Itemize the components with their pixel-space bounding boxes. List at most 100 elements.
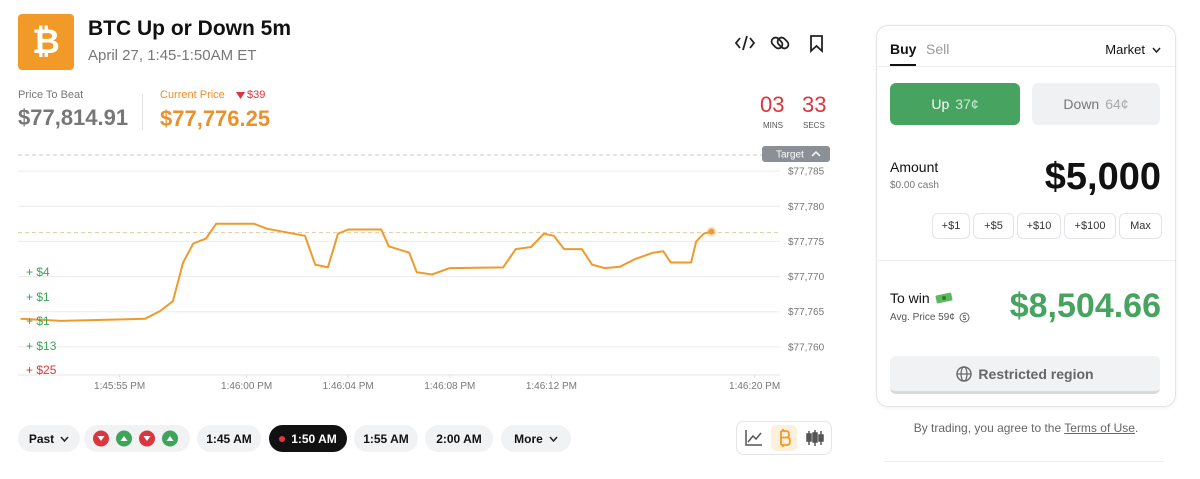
up-label: Up [931, 96, 950, 112]
y-tick-label: $77,785 [788, 167, 825, 178]
amount-value: $5,000 [1044, 156, 1161, 198]
increment-button[interactable]: +$10 [1017, 213, 1061, 239]
order-card: Buy Sell Market Up 37¢ Down 64¢ Amount $0.… [876, 25, 1176, 407]
trade-feed: + $4 + $1 + $1 + $13 + $25 [26, 260, 56, 383]
time-label: 1:45 AM [206, 431, 252, 446]
past-results [84, 425, 190, 452]
chevron [60, 436, 69, 442]
more-label: More [514, 431, 543, 446]
order-type[interactable]: Market [1105, 42, 1161, 57]
y-tick-label: $77,780 [788, 202, 825, 213]
avg-price-text: Avg. Price 59¢ [890, 312, 955, 323]
terms-link[interactable]: Terms of Use [1064, 421, 1135, 435]
live-point [708, 228, 715, 235]
more-dropdown[interactable]: More [501, 425, 571, 452]
market-subtitle: April 27, 1:45-1:50AM ET [88, 47, 257, 64]
increment-button[interactable]: Max [1119, 213, 1162, 239]
down-label: Down [1063, 96, 1100, 112]
past-dropdown[interactable]: Past [18, 425, 80, 452]
x-tick-label: 1:45:55 PM [94, 381, 145, 392]
x-tick-label: 1:46:04 PM [323, 381, 374, 392]
increment-button[interactable]: +$5 [973, 213, 1014, 239]
down-price: 64¢ [1105, 96, 1129, 112]
line-mode[interactable] [745, 430, 762, 446]
current-label: Current Price [160, 89, 225, 101]
trade-label: + $1 [26, 289, 50, 304]
chevron [1152, 47, 1161, 53]
beat-label: Price To Beat [18, 89, 84, 101]
avg-price: Avg. Price 59¢ [890, 312, 970, 323]
timer-seconds: 33 [802, 92, 827, 117]
x-tick-label: 1:46:00 PM [221, 381, 272, 392]
market-icon: ₿ [18, 14, 74, 70]
target-label: Target [776, 150, 804, 161]
target-pill [762, 146, 830, 162]
x-tick-label: 1:46:12 PM [526, 381, 577, 392]
divider [877, 66, 1175, 67]
to-win-label: To win [890, 290, 953, 306]
buy-underline [890, 64, 916, 66]
money-icon [935, 292, 953, 304]
timer-minutes: 03 [760, 92, 785, 117]
trade-label: + $4 [26, 265, 50, 279]
past-label: Past [28, 431, 55, 446]
terms-text: By trading, you agree to the [913, 421, 1062, 435]
chart-mode [736, 421, 832, 455]
current-value: $77,776.25 [160, 106, 271, 131]
order-type-label: Market [1105, 42, 1145, 57]
header-actions [735, 35, 823, 54]
increment-button[interactable]: +$100 [1064, 213, 1116, 239]
time-label: 1:55 AM [363, 431, 409, 446]
y-tick-label: $77,765 [788, 307, 825, 318]
trade-label: + $1 [26, 314, 50, 328]
target-chevron [811, 150, 821, 157]
price-chart: Target $77,760 $77,765 $77,770 $77,775 $77,7… [18, 146, 830, 392]
up-price: 37¢ [955, 96, 979, 112]
increment-button[interactable]: +$1 [932, 213, 970, 239]
to-win-text: To win [890, 290, 930, 306]
price-line [20, 222, 712, 322]
time-button[interactable]: 2:00 AM [425, 425, 493, 452]
globe-icon [956, 365, 973, 382]
chevron [549, 436, 558, 442]
terms-note: By trading, you agree to the Terms of Us… [876, 421, 1176, 435]
restricted-label: Restricted region [978, 365, 1094, 382]
beat-value: $77,814.91 [18, 105, 129, 130]
time-label: 2:00 AM [436, 431, 482, 446]
bookmark-icon[interactable] [810, 35, 823, 54]
sell-tab[interactable]: Sell [926, 41, 950, 57]
info-icon [959, 312, 970, 323]
price-change: $39 [247, 89, 266, 101]
link-icon[interactable] [770, 36, 790, 50]
timer-minutes-label: MINS [763, 121, 783, 130]
x-tick-label: 1:46:20 PM [729, 381, 780, 392]
embed-icon[interactable] [735, 35, 756, 51]
candle-mode[interactable] [806, 430, 824, 446]
terms-end: . [1134, 421, 1139, 435]
time-button-active[interactable]: 1:50 AM [269, 425, 347, 452]
cash-label: $0.00 cash [890, 180, 939, 191]
time-button[interactable]: 1:45 AM [197, 425, 261, 452]
icon-glyph: ₿ [32, 22, 60, 61]
x-tick-label: 1:46:08 PM [424, 381, 475, 392]
market-title: BTC Up or Down 5m [88, 17, 291, 40]
live-dot [279, 435, 286, 442]
up-button[interactable]: Up 37¢ [890, 83, 1020, 125]
trade-label: + $25 [26, 363, 57, 377]
divider [884, 461, 1164, 462]
y-tick-label: $77,760 [788, 342, 825, 353]
down-arrow [236, 92, 245, 99]
down-button[interactable]: Down 64¢ [1032, 83, 1160, 125]
time-label: 1:50 AM [291, 431, 337, 446]
timer-seconds-label: SECS [803, 121, 825, 130]
trade-label: + $13 [26, 338, 57, 353]
time-button[interactable]: 1:55 AM [354, 425, 418, 452]
y-tick-label: $77,770 [788, 272, 825, 283]
buy-tab[interactable]: Buy [890, 41, 917, 57]
restricted-button[interactable]: Restricted region [890, 356, 1160, 394]
divider [142, 94, 143, 130]
amount-label: Amount [890, 159, 939, 175]
divider [877, 260, 1175, 261]
y-tick-label: $77,775 [788, 237, 825, 248]
